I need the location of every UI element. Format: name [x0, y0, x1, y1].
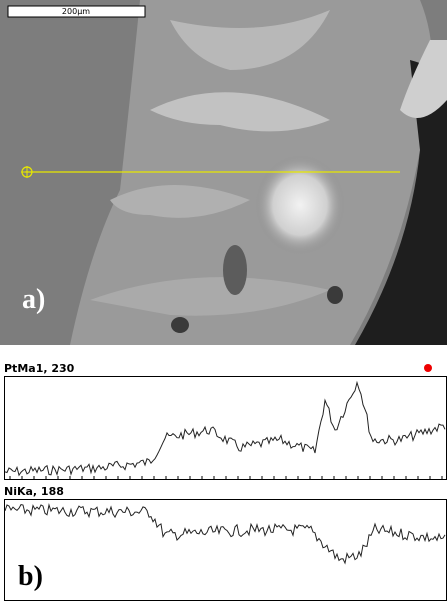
bright-spot	[255, 155, 345, 255]
panel-label: b)	[18, 561, 43, 592]
profile-box	[5, 377, 447, 480]
panel-label: a)	[22, 284, 45, 315]
profile-label: PtMa1, 230	[4, 362, 75, 375]
profile-box	[5, 500, 447, 601]
dark-spot	[171, 317, 189, 333]
marker	[424, 364, 432, 372]
scale-bar-label: 200µm	[62, 7, 90, 16]
dark-spot	[327, 286, 343, 304]
dark-spot	[223, 245, 247, 295]
figure: 200µm a) PtMa1, 230 NiKa, 188 b)	[0, 0, 447, 602]
profile-label: NiKa, 188	[4, 485, 64, 498]
page: 200µm a) PtMa1, 230 NiKa, 188 b) (() => …	[0, 0, 447, 602]
sem-image: 200µm a)	[0, 0, 447, 345]
